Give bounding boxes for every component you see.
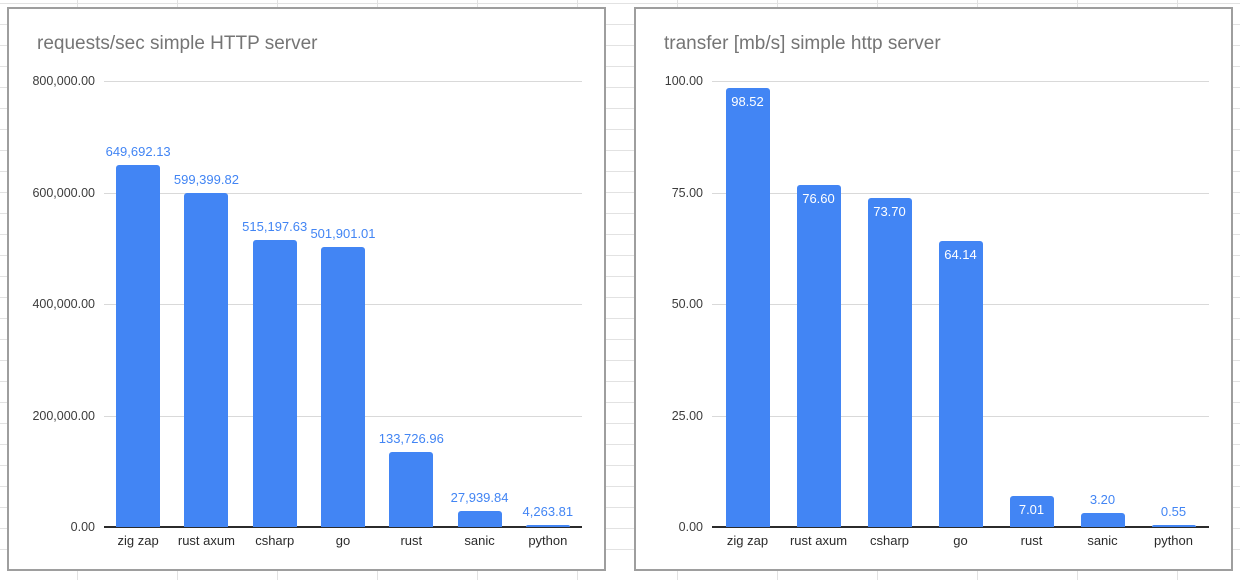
value-label: 64.14 xyxy=(944,246,977,262)
value-label: 599,399.82 xyxy=(173,171,239,187)
bar-sanic xyxy=(1080,512,1125,527)
bar-zig-zap xyxy=(725,87,770,527)
y-gridline xyxy=(104,81,582,82)
plot-area: 100.00 75.00 50.00 25.00 0.00 98.52 zig zap 76.… xyxy=(636,9,1231,569)
x-axis-label: python xyxy=(1153,533,1194,548)
x-axis-baseline xyxy=(712,526,1209,528)
bar-rust xyxy=(1009,495,1054,527)
value-label: 76.60 xyxy=(802,191,835,207)
value-label: 0.55 xyxy=(1160,503,1187,519)
y-axis-tick-label: 400,000.00 xyxy=(32,297,95,311)
bar-zig-zap xyxy=(116,164,161,527)
x-axis-label: rust xyxy=(1020,533,1043,548)
value-label: 27,939.84 xyxy=(450,490,509,506)
plot-area: 800,000.00 600,000.00 400,000.00 200,000.00… xyxy=(9,9,604,569)
chart-title: transfer [mb/s] simple http server xyxy=(664,33,941,54)
x-axis-baseline xyxy=(104,526,582,528)
y-axis-tick-label: 600,000.00 xyxy=(32,185,95,200)
x-axis-label: sanic xyxy=(1087,533,1118,548)
x-axis-label: go xyxy=(953,533,968,548)
x-axis-label: zig zap xyxy=(117,533,159,548)
y-axis-tick-label: 800,000.00 xyxy=(32,74,95,88)
y-gridline xyxy=(712,81,1209,82)
y-gridline xyxy=(104,192,582,194)
x-axis-label: rust axum xyxy=(177,533,235,548)
value-label: 98.52 xyxy=(731,93,764,109)
bar-python xyxy=(1151,524,1196,527)
x-axis-label: rust xyxy=(400,533,423,548)
bar-go xyxy=(938,240,983,527)
x-axis-label: zig zap xyxy=(726,533,769,548)
chart-title: requests/sec simple HTTP server xyxy=(37,33,318,54)
y-axis-tick-label: 0.00 xyxy=(70,520,95,534)
bar-csharp xyxy=(867,198,912,527)
value-label: 7.01 xyxy=(1018,501,1045,517)
x-axis-label: go xyxy=(335,533,351,548)
x-axis-label: csharp xyxy=(255,533,295,548)
bar-go xyxy=(321,247,365,527)
chart-transfer-mbps[interactable]: transfer [mb/s] simple http server 100.0… xyxy=(634,7,1233,571)
x-axis-label: csharp xyxy=(869,533,910,548)
y-axis-tick-label: 75.00 xyxy=(671,185,703,200)
x-axis-label: rust axum xyxy=(789,533,848,548)
value-label: 3.20 xyxy=(1089,491,1116,507)
y-axis-tick-label: 200,000.00 xyxy=(32,408,95,423)
y-axis-tick-label: 0.00 xyxy=(678,520,703,534)
value-label: 133,726.96 xyxy=(378,431,444,447)
y-axis-tick-label: 100.00 xyxy=(664,74,703,88)
value-label: 4,263.81 xyxy=(522,503,574,519)
bar-sanic xyxy=(457,511,502,527)
value-label: 501,901.01 xyxy=(310,226,376,242)
bar-csharp xyxy=(252,239,297,527)
y-axis-tick-label: 50.00 xyxy=(671,297,703,311)
y-gridline xyxy=(712,192,1209,194)
bar-rust-axum xyxy=(184,192,229,527)
y-axis-tick-label: 25.00 xyxy=(671,408,703,423)
x-axis-label: sanic xyxy=(464,533,495,548)
chart-requests-per-sec[interactable]: requests/sec simple HTTP server 800,000.… xyxy=(7,7,606,571)
value-label: 515,197.63 xyxy=(242,218,308,234)
bar-python xyxy=(525,524,570,527)
value-label: 649,692.13 xyxy=(105,143,171,159)
value-label: 73.70 xyxy=(873,204,906,220)
bar-rust xyxy=(389,452,434,527)
bar-rust-axum xyxy=(796,185,841,527)
x-axis-label: python xyxy=(528,533,568,548)
